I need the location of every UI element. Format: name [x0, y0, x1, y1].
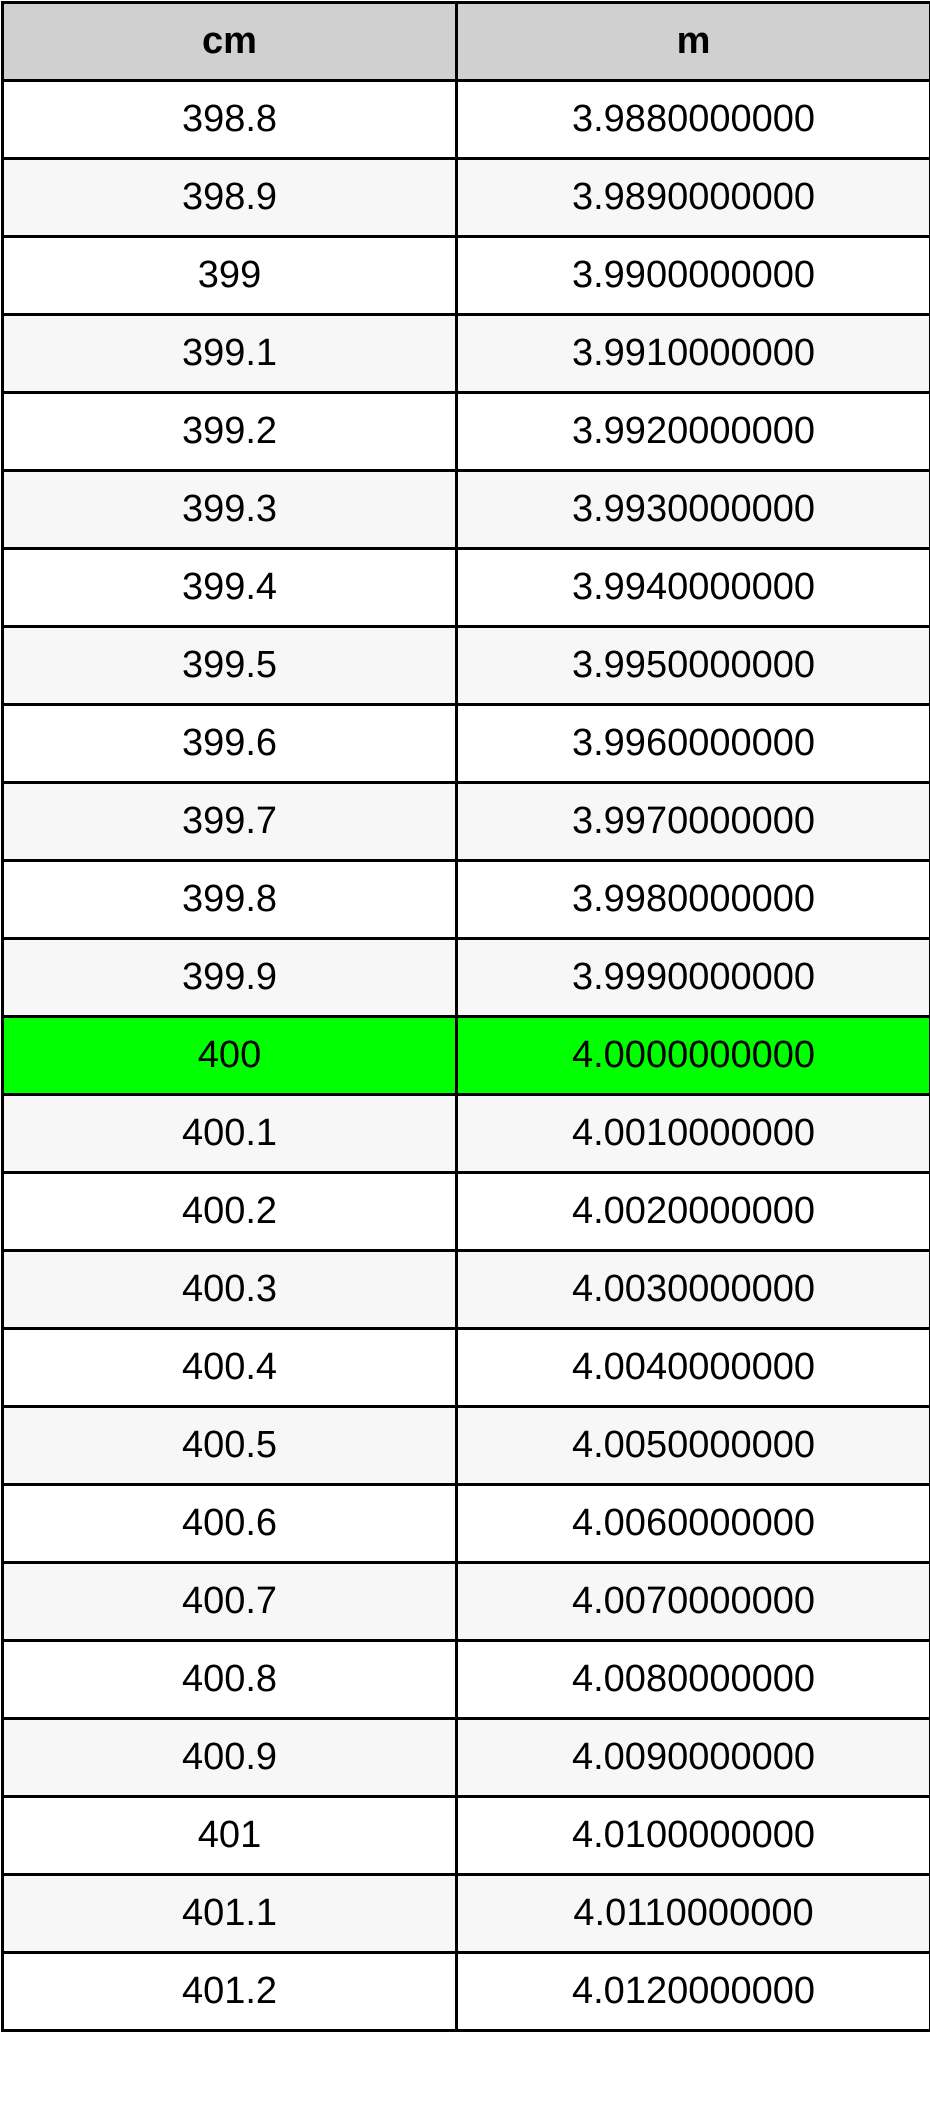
cell-m: 4.0020000000 [457, 1173, 930, 1251]
cell-cm: 398.9 [3, 159, 457, 237]
cell-m: 3.9910000000 [457, 315, 930, 393]
cell-cm: 400.7 [3, 1563, 457, 1641]
cell-m: 4.0050000000 [457, 1407, 930, 1485]
cell-cm: 400.2 [3, 1173, 457, 1251]
header-row: cm m [3, 3, 930, 81]
header-m: m [457, 3, 930, 81]
cell-m: 3.9980000000 [457, 861, 930, 939]
cell-m: 3.9970000000 [457, 783, 930, 861]
cell-cm: 401.1 [3, 1875, 457, 1953]
cell-cm: 399.6 [3, 705, 457, 783]
cell-m: 4.0060000000 [457, 1485, 930, 1563]
cell-m: 3.9880000000 [457, 81, 930, 159]
cell-m: 3.9990000000 [457, 939, 930, 1017]
cell-m: 4.0040000000 [457, 1329, 930, 1407]
cell-cm: 399 [3, 237, 457, 315]
cell-m: 4.0100000000 [457, 1797, 930, 1875]
cell-cm: 399.5 [3, 627, 457, 705]
cell-m: 4.0070000000 [457, 1563, 930, 1641]
cell-cm: 399.1 [3, 315, 457, 393]
cell-m: 3.9940000000 [457, 549, 930, 627]
cell-m: 4.0110000000 [457, 1875, 930, 1953]
cell-cm: 401.2 [3, 1953, 457, 2031]
cell-m: 4.0000000000 [457, 1017, 930, 1095]
cell-cm: 400.9 [3, 1719, 457, 1797]
cell-cm: 400.8 [3, 1641, 457, 1719]
cell-m: 4.0120000000 [457, 1953, 930, 2031]
cell-m: 3.9890000000 [457, 159, 930, 237]
cell-cm: 400.3 [3, 1251, 457, 1329]
cell-m: 4.0090000000 [457, 1719, 930, 1797]
cell-cm: 400.1 [3, 1095, 457, 1173]
cell-m: 4.0080000000 [457, 1641, 930, 1719]
cell-m: 3.9960000000 [457, 705, 930, 783]
cell-cm: 399.4 [3, 549, 457, 627]
cell-cm: 400.5 [3, 1407, 457, 1485]
cell-cm: 399.7 [3, 783, 457, 861]
cell-cm: 400 [3, 1017, 457, 1095]
cell-cm: 401 [3, 1797, 457, 1875]
cell-cm: 400.6 [3, 1485, 457, 1563]
cell-cm: 399.8 [3, 861, 457, 939]
cell-m: 4.0010000000 [457, 1095, 930, 1173]
cell-m: 3.9920000000 [457, 393, 930, 471]
cell-cm: 398.8 [3, 81, 457, 159]
cell-m: 3.9900000000 [457, 237, 930, 315]
cell-cm: 399.2 [3, 393, 457, 471]
cell-cm: 399.9 [3, 939, 457, 1017]
header-cm: cm [3, 3, 457, 81]
cell-m: 3.9930000000 [457, 471, 930, 549]
cell-m: 4.0030000000 [457, 1251, 930, 1329]
cell-cm: 399.3 [3, 471, 457, 549]
cell-cm: 400.4 [3, 1329, 457, 1407]
cell-m: 3.9950000000 [457, 627, 930, 705]
